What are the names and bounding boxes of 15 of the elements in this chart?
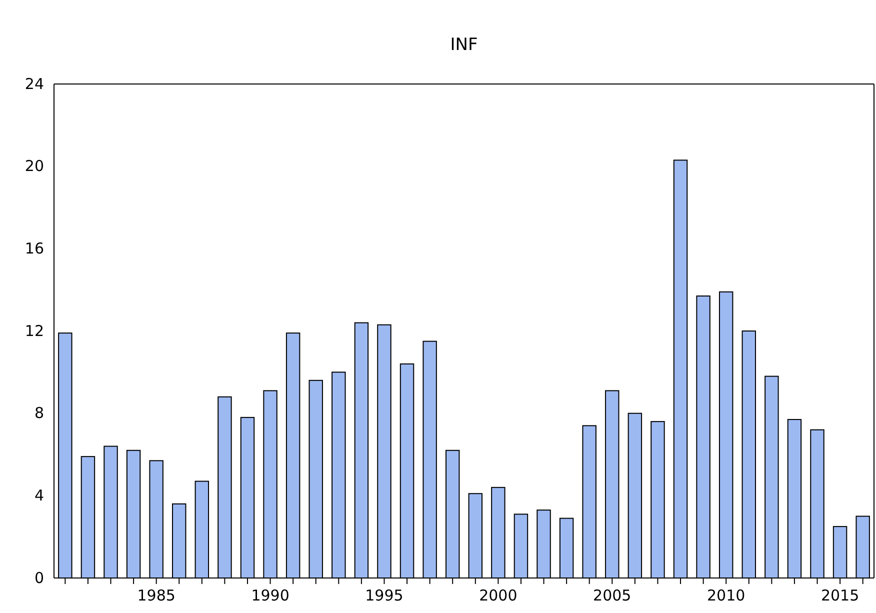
y-tick-label: 4	[34, 486, 44, 504]
y-tick-label: 0	[34, 568, 44, 587]
x-tick-label: 2010	[706, 586, 746, 604]
y-tick-label: 8	[34, 404, 44, 422]
x-tick-label: 1990	[251, 586, 290, 604]
x-tick-label: 2005	[593, 586, 632, 604]
y-tick-label: 24	[24, 74, 44, 93]
x-tick-label: 1985	[137, 586, 176, 604]
chart-title: INF	[450, 35, 478, 55]
y-tick-label: 12	[24, 322, 44, 340]
x-tick-label: 2000	[479, 586, 518, 604]
x-tick-label: 1995	[365, 586, 404, 604]
x-tick-label: 2015	[820, 586, 860, 604]
y-tick-label: 20	[24, 157, 44, 176]
y-tick-label: 16	[24, 239, 44, 258]
